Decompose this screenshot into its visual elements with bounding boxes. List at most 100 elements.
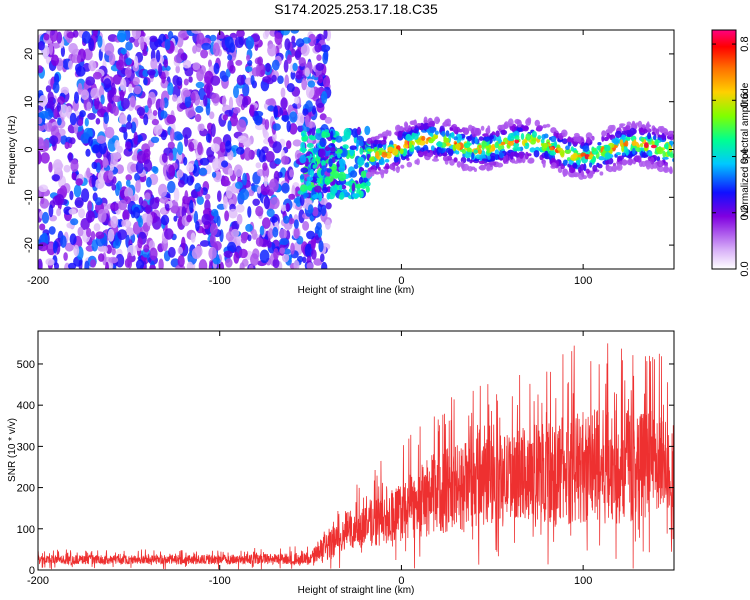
spectrogram-noise-blob (271, 59, 280, 71)
spectrogram-noise-blob (250, 253, 259, 266)
colorbar-tick-label: 0.6 (739, 93, 750, 108)
spectrogram-noise-blob (79, 110, 86, 118)
spectrogram-signal-blob (562, 168, 569, 177)
spectrogram-signal-blob (471, 152, 475, 160)
spectrogram-signal-blob (430, 145, 435, 151)
spectrogram-signal-blob (379, 157, 385, 164)
spectrogram-signal-blob (507, 118, 514, 127)
spectrogram-noise-blob (125, 227, 135, 237)
spectrogram-noise-blob (174, 45, 179, 53)
x-tick-label: 0 (398, 275, 404, 287)
spectrogram-noise-blob (262, 217, 271, 229)
spectrogram-signal-blob (397, 130, 403, 139)
colorbar-tick-label: 0.2 (739, 205, 750, 220)
spectrogram-noise-blob (290, 70, 296, 80)
snr-frame (37, 330, 675, 571)
spectrogram-noise-blob (184, 66, 194, 77)
spectrogram-noise-blob (119, 114, 127, 125)
spectrogram-signal-blob (544, 150, 549, 158)
spectrogram-signal-blob (635, 147, 641, 153)
spectrogram-signal-blob (640, 161, 647, 167)
spectrogram-signal-blob (549, 146, 554, 151)
spectrogram-signal-blob (626, 133, 632, 137)
spectrogram-transition-blob (306, 143, 314, 148)
y-tick-label: 0 (23, 146, 35, 152)
spectrogram-noise-blob (143, 77, 148, 86)
snr-panel: -200 -100 0 100 0 100 200 300 400 500 Height of … (7, 330, 675, 596)
snr-y-label: SNR (10 * v/v) (7, 418, 18, 482)
spectrogram-noise-blob (212, 42, 220, 57)
spectrogram-signal-blob (445, 130, 450, 137)
spectrogram-transition-blob (323, 132, 331, 138)
spectrogram-signal-blob (604, 144, 611, 152)
spectrogram-noise-blob (47, 91, 54, 103)
spectrogram-transition-blob (324, 176, 331, 186)
spectrogram-signal-blob (474, 136, 478, 145)
spectrogram-noise-blob (111, 95, 122, 103)
spectrogram-noise-blob (325, 202, 332, 210)
spectrogram-noise-blob (168, 164, 176, 177)
spectrogram-noise-blob (251, 229, 258, 240)
spectrogram-signal-blob (452, 144, 457, 152)
spectrogram-noise-blob (210, 143, 220, 153)
spectrogram-noise-blob (169, 128, 175, 142)
spectrogram-noise-blob (321, 90, 328, 104)
spectrogram-noise-blob (78, 208, 86, 219)
spectrogram-noise-blob (286, 140, 292, 150)
spectrogram-signal-blob (604, 160, 610, 165)
spectrogram-noise-blob (190, 232, 196, 243)
spectrogram-noise-blob (39, 223, 46, 231)
spectrogram-signal-blob (441, 130, 446, 137)
spectrogram-transition-blob (343, 127, 352, 138)
spectrogram-noise-blob (307, 33, 317, 47)
spectrogram-noise-blob (98, 140, 107, 155)
spectrogram-transition-blob (313, 185, 322, 193)
spectrogram-noise-blob (142, 50, 148, 57)
spectrogram-noise-blob (150, 136, 160, 143)
spectrogram-noise-blob (115, 59, 125, 71)
spectrogram-noise-blob (224, 210, 230, 222)
spectrogram-noise-blob (262, 162, 268, 171)
spectrogram-transition-blob (364, 125, 371, 136)
spectrogram-noise-blob (48, 161, 53, 173)
spectrogram-signal-blob (484, 136, 490, 142)
spectrogram-noise-blob (160, 207, 167, 215)
spectrogram-signal-blob (416, 158, 420, 166)
spectrogram-signal-blob (507, 135, 512, 141)
spectrogram-transition-blob (318, 148, 326, 159)
spectrogram-signal-blob (651, 131, 655, 135)
spectrogram-signal-blob (478, 144, 482, 149)
spectrogram-noise-blob (234, 36, 244, 49)
spectrogram-signal-blob (573, 150, 579, 154)
spectrogram-signal-blob (626, 121, 632, 126)
spectrogram-noise-blob (110, 215, 119, 229)
spectrogram-signal-blob (512, 142, 520, 148)
spectrogram-signal-blob (534, 119, 540, 127)
spectrogram-transition-blob (332, 170, 340, 179)
spectrogram-noise-blob (291, 35, 296, 43)
spectrogram-noise-blob (212, 257, 221, 265)
spectrogram-noise-blob (152, 166, 159, 174)
spectrogram-noise-blob (143, 159, 153, 172)
spectrogram-transition-blob (302, 192, 309, 198)
spectrogram-noise-blob (272, 226, 279, 238)
snr-series-line (38, 343, 674, 570)
spectrogram-transition-blob (311, 127, 316, 136)
spectrogram-signal-blob (589, 161, 593, 168)
spectrogram-noise-blob (228, 96, 234, 111)
spectrogram-noise-blob (167, 82, 174, 96)
spectrogram-noise-blob (312, 206, 319, 217)
spectrogram-noise-blob (74, 91, 79, 104)
spectrogram-noise-blob (163, 58, 169, 68)
spectrogram-noise-blob (74, 197, 84, 209)
spectrogram-noise-blob (273, 105, 279, 119)
spectrogram-signal-blob (432, 158, 439, 162)
spectrogram-noise-blob (316, 222, 322, 231)
spectrogram-noise-blob (192, 45, 198, 54)
spectrogram-noise-blob (273, 248, 279, 261)
spectrogram-noise-blob (274, 32, 283, 46)
spectrogram-signal-blob (487, 164, 491, 170)
spectrogram-signal-blob (375, 162, 380, 169)
spectrogram-signal-blob (417, 150, 425, 158)
spectrogram-noise-blob (108, 256, 119, 264)
